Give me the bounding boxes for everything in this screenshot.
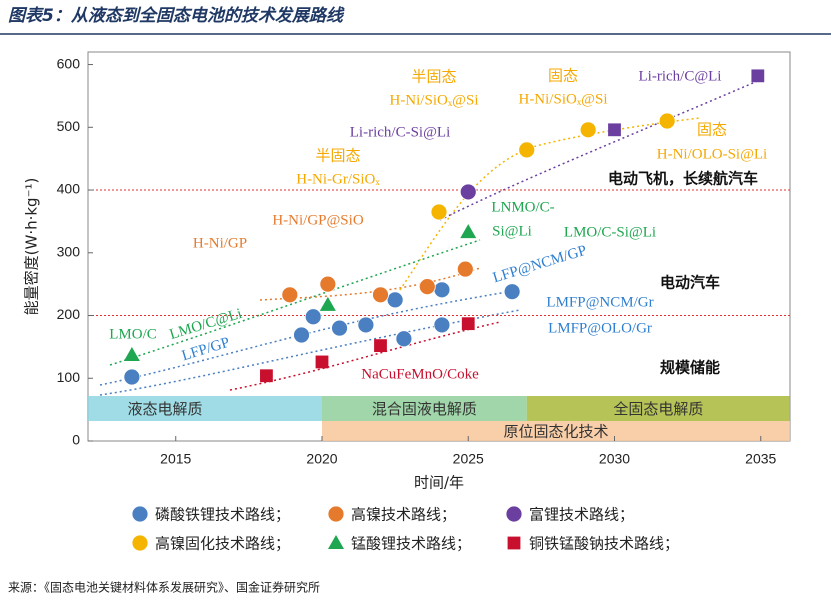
point [518,141,536,159]
annotation: LMO/C [109,326,157,342]
x-axis-label: 时间/年 [414,474,464,492]
point [123,347,140,362]
annotation: H-Ni/SiOₓ@Si [389,92,478,108]
annotation: H-Ni/SiOₓ@Si [518,91,607,107]
annotation: H-Ni/GP [193,235,247,251]
annotation: H-Ni-Gr/SiOₓ [296,171,380,187]
annotation: LFP@NCM/GP [491,243,589,287]
annotation: 规模储能 [660,359,720,377]
point [319,296,336,311]
y-tick-label: 100 [57,369,81,385]
annotation: H-Ni/OLO-Si@Li [657,146,767,162]
y-tick-label: 0 [72,432,80,448]
point [430,203,448,221]
x-tick-label: 2020 [306,451,337,467]
x-tick-label: 2035 [745,451,776,467]
point [608,123,621,137]
trend-line [439,79,761,221]
band-label: 混合固液电解质 [372,400,477,418]
title: 图表5：从液态到全固态电池的技术发展路线 [8,6,345,26]
annotation: LMO/C-Si@Li [564,224,656,240]
point [123,368,141,386]
point [658,112,676,130]
legend-label: 富锂技术路线； [529,506,634,524]
legend-label: 磷酸铁锂技术路线； [155,506,290,524]
trend-line [399,117,701,291]
band-label: 全固态电解质 [613,400,703,418]
y-axis-label: 能量密度(W·h·kg⁻¹) [23,178,41,316]
point [331,319,348,337]
legend-label: 高镍固化技术路线； [155,535,290,553]
trend-line [109,239,481,366]
band [88,396,322,421]
annotation: 固态 [697,121,727,138]
point [460,224,477,239]
point [357,316,375,334]
annotation: LMO/C@Li [168,306,244,343]
band-label: 液态电解质 [127,400,202,418]
point [374,339,387,353]
annotation: LNMO/C- [491,199,554,215]
point [281,286,299,304]
band [526,396,790,421]
band-label: 原位固态化技术 [503,423,608,441]
legend-marker [507,536,521,550]
point [386,291,404,309]
legend-marker [328,535,344,549]
point [418,278,436,296]
source: 来源：《固态电池关键材料体系发展研究》、国金证券研究所 [8,580,320,595]
annotation: 电动飞机，长续航汽车 [608,170,758,188]
x-tick-label: 2025 [453,451,484,467]
point [751,69,765,83]
point [372,286,389,304]
annotation: H-Ni/GP@SiO [272,212,363,228]
legend-label: 高镍技术路线； [351,506,456,524]
annotation: Li-rich/C-Si@Li [350,124,450,140]
legend-marker [505,505,523,523]
annotation: LMFP@NCM/Gr [546,294,653,310]
point [319,275,337,293]
y-tick-label: 300 [57,243,81,259]
trend-line [229,321,501,391]
annotation: LFP/GP [180,335,232,365]
annotation: 半固态 [411,68,456,85]
point [293,326,310,344]
legend-label: 铜铁锰酸钠技术路线； [529,535,679,553]
legend-label: 锰酸锂技术路线； [351,535,471,553]
y-tick-label: 500 [57,118,81,134]
y-tick-label: 600 [57,55,81,71]
y-tick-label: 200 [57,306,81,322]
annotation: 固态 [548,67,578,84]
annotation: Li-rich/C@Li [639,68,722,84]
annotation: LMFP@OLO/Gr [548,320,652,336]
band [322,421,790,441]
x-tick-label: 2015 [160,451,191,467]
annotation: 电动汽车 [660,274,720,292]
point [395,330,413,348]
point [433,316,451,334]
point [315,355,329,369]
legend-marker [131,505,149,523]
point [579,121,597,139]
point [461,317,475,331]
annotation: Si@Li [492,223,532,239]
point [260,369,273,383]
point [304,308,322,326]
x-tick-label: 2030 [599,451,630,467]
annotation: NaCuFeMnO/Coke [361,366,479,382]
point [433,281,451,299]
legend-marker [327,505,345,523]
annotation: 半固态 [315,147,360,164]
band [322,396,527,421]
y-tick-label: 400 [57,181,81,197]
point [503,283,521,301]
point [459,183,477,201]
legend-marker [131,534,149,552]
point [456,260,474,278]
